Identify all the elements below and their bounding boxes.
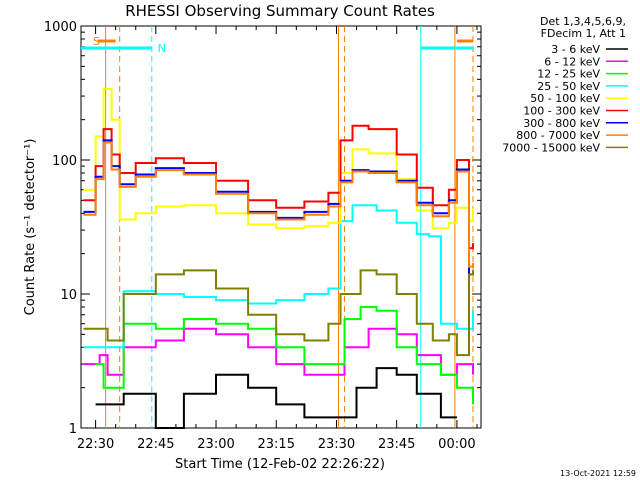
legend-label: 800 - 7000 keV (516, 129, 600, 142)
legend-label: 12 - 25 keV (537, 68, 600, 81)
y-tick-label: 1 (69, 422, 77, 437)
legend-label: 6 - 12 keV (544, 55, 600, 68)
x-tick-label: 22:30 (77, 437, 114, 452)
series-line-3 (95, 306, 474, 405)
legend-header: FDecim 1, Att 1 (541, 27, 626, 40)
x-tick-label: 23:45 (378, 437, 415, 452)
timestamp: 13-Oct-2021 12:59 (560, 469, 636, 478)
legend-label: 50 - 100 keV (530, 92, 600, 105)
y-axis-title: Count Rate (s⁻¹ detector⁻¹) (23, 139, 38, 316)
series-line-4 (83, 204, 474, 349)
legend: Det 1,3,4,5,6,9,FDecim 1, Att 1 3 - 6 keV… (502, 15, 628, 154)
legend-label: 3 - 6 keV (551, 43, 600, 56)
series-line-1 (95, 367, 457, 429)
legend-label: 300 - 800 keV (523, 117, 600, 130)
x-tick-label: 00:00 (438, 437, 475, 452)
x-tick-label: 23:00 (197, 437, 234, 452)
series-line-8 (83, 141, 474, 268)
series-line-2 (83, 327, 474, 376)
night-label: N (158, 42, 166, 55)
legend-label: 100 - 300 keV (523, 105, 600, 118)
saa-label: S (93, 35, 100, 48)
x-tick-label: 22:45 (137, 437, 174, 452)
plot-frame (80, 25, 482, 429)
x-tick-label: 23:15 (258, 437, 295, 452)
series-line-6 (83, 124, 474, 250)
x-axis-title: Start Time (12-Feb-02 22:26:22) (175, 457, 385, 472)
plot-area: 1 10 100 1000 22:30 22:45 23:00 23:15 23:30 23:45… (44, 20, 482, 452)
y-tick-label: 100 (52, 154, 77, 169)
legend-label: 25 - 50 keV (537, 80, 600, 93)
legend-header: Det 1,3,4,5,6,9, (540, 15, 626, 28)
x-tick-label: 23:30 (318, 437, 355, 452)
series-line-9 (83, 269, 474, 357)
series-line-5 (83, 87, 474, 230)
y-tick-label: 10 (60, 288, 77, 303)
legend-label: 7000 - 15000 keV (502, 141, 600, 154)
chart-title: RHESSI Observing Summary Count Rates (125, 2, 435, 20)
y-tick-label: 1000 (44, 20, 77, 35)
